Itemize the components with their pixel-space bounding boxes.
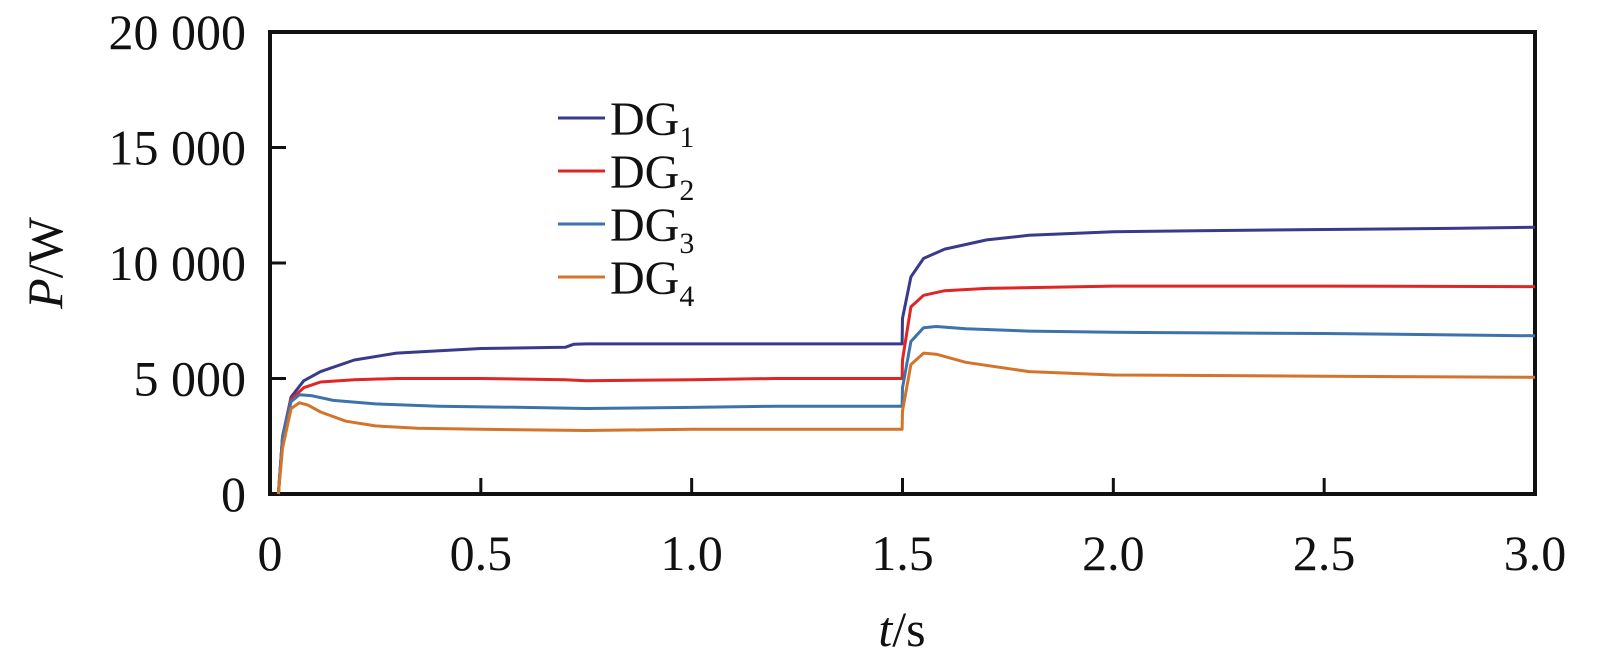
legend-label-dg1: DG1 <box>610 93 694 154</box>
y-tick-label: 15 000 <box>109 120 247 176</box>
x-tick-label: 1.5 <box>871 525 934 581</box>
y-tick-label: 10 000 <box>109 235 247 291</box>
series-line-dg3 <box>276 325 1536 495</box>
x-tick-label: 0.5 <box>450 525 513 581</box>
y-tick-label: 5 000 <box>134 351 247 407</box>
y-tick-label: 20 000 <box>109 4 247 60</box>
x-tick-label: 1.0 <box>660 525 723 581</box>
legend-label-dg2: DG2 <box>610 146 694 207</box>
series-lines <box>276 225 1536 495</box>
x-tick-label: 0 <box>258 525 283 581</box>
x-tick-label: 3.0 <box>1504 525 1567 581</box>
x-axis: 0 0.5 1.0 1.5 2.0 2.5 3.0 <box>258 478 1567 581</box>
legend-label-dg3: DG3 <box>610 199 694 260</box>
y-axis: 0 5 000 10 000 15 000 20 000 <box>109 4 286 522</box>
series-line-dg4 <box>276 351 1536 495</box>
y-axis-title: P/W <box>17 216 73 309</box>
series-line-dg2 <box>276 284 1536 495</box>
legend-label-dg4: DG4 <box>610 252 694 313</box>
y-tick-label: 0 <box>221 466 246 522</box>
series-line-dg1 <box>276 225 1536 495</box>
x-tick-label: 2.5 <box>1293 525 1356 581</box>
x-axis-title: t/s <box>878 601 925 655</box>
x-tick-label: 2.0 <box>1082 525 1145 581</box>
